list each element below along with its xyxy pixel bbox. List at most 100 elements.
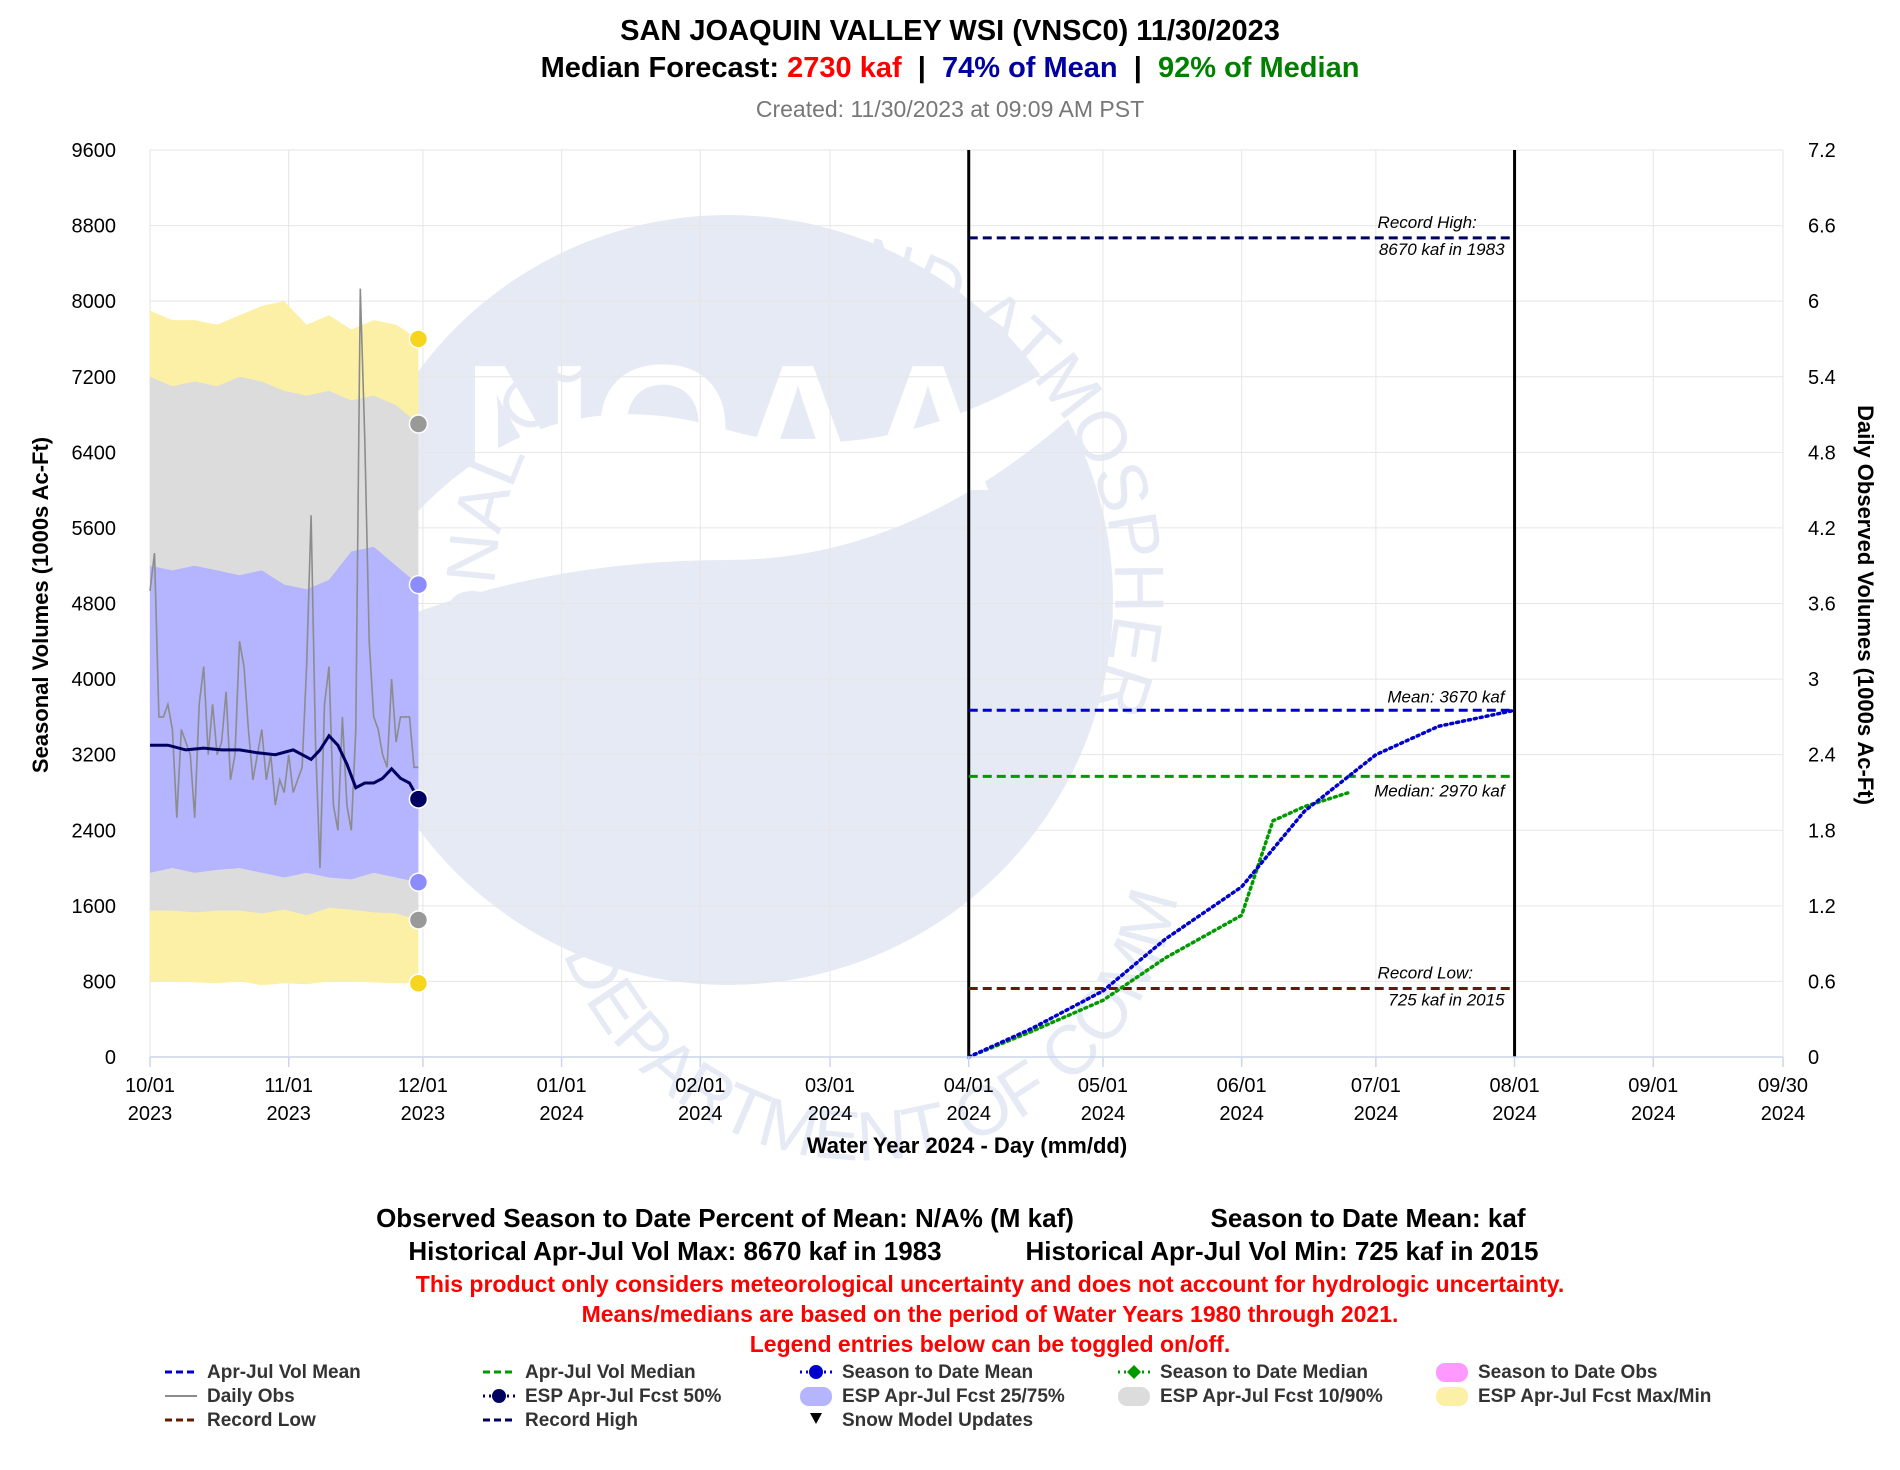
footer-note-uncertainty: This product only considers meteorologic… [416,1271,1564,1297]
legend-label: Season to Date Obs [1478,1362,1658,1383]
y-right-tick-label: 0 [1808,1047,1819,1069]
legend-item-season-to-date-mean[interactable]: Season to Date Mean [800,1362,1033,1383]
x-tick-label: 09/30 [1758,1075,1808,1097]
season-window [967,150,1517,1057]
daily-obs-line [149,288,419,869]
legend-label: Daily Obs [207,1386,295,1407]
legend-label: Record High [525,1410,638,1431]
x-tick-year: 2024 [946,1103,991,1125]
y-right-tick-label: 6.6 [1808,216,1836,238]
legend: Apr-Jul Vol Mean Apr-Jul Vol Median Season… [165,1362,1711,1431]
ref-label-mean: Mean: 3670 kaf [1387,687,1506,706]
y-right-tick-label: 6 [1808,291,1819,313]
y-right-tick-label: 4.8 [1808,442,1836,464]
legend-item-apr-jul-vol-median[interactable]: Apr-Jul Vol Median [483,1362,696,1383]
legend-label: ESP Apr-Jul Fcst 10/90% [1160,1386,1383,1407]
legend-item-record-high[interactable]: Record High [483,1410,638,1431]
footer-hist-max: Historical Apr-Jul Vol Max: 8670 kaf in … [408,1236,941,1266]
legend-label: Season to Date Mean [842,1362,1033,1383]
daily-obs-series [149,288,419,869]
y-right-tick-label: 0.6 [1808,971,1836,993]
legend-label: Record Low [207,1410,316,1431]
legend-item-esp-apr-jul-fcst-max-min[interactable]: ESP Apr-Jul Fcst Max/Min [1436,1386,1711,1407]
esp-fcst-50-line [150,733,420,800]
x-tick-year: 2023 [128,1103,173,1125]
x-tick-year: 2024 [1354,1103,1399,1125]
legend-item-esp-apr-jul-fcst-50[interactable]: ESP Apr-Jul Fcst 50% [483,1386,722,1407]
ref-label-median: Median: 2970 kaf [1374,781,1507,800]
y-left-tick-label: 2400 [72,820,117,842]
end-marker-90pct [408,414,429,434]
chart-title: SAN JOAQUIN VALLEY WSI (VNSC0) 11/30/202… [620,15,1280,47]
y-left-tick-label: 4000 [72,669,117,691]
x-tick-label: 08/01 [1490,1075,1540,1097]
footer-note-legend: Legend entries below can be toggled on/o… [750,1331,1230,1357]
x-tick-label: 03/01 [805,1075,855,1097]
x-tick-year: 2024 [1761,1103,1806,1125]
x-tick-label: 12/01 [398,1075,448,1097]
end-marker-75pct [408,574,429,595]
end-marker-min [408,973,429,994]
y-right-tick-label: 1.8 [1808,820,1836,842]
legend-item-esp-apr-jul-fcst-25-75[interactable]: ESP Apr-Jul Fcst 25/75% [800,1386,1065,1407]
footer-pct-of-mean: Observed Season to Date Percent of Mean:… [376,1203,1074,1233]
esp-bands [150,301,419,986]
ref-label-record-high: Record High: [1378,213,1477,232]
legend-item-season-to-date-median[interactable]: Season to Date Median [1118,1362,1368,1383]
ref-label-record-high-value: 8670 kaf in 1983 [1379,240,1505,259]
watermark-bird [350,330,1110,640]
legend-circle-icon [492,1389,506,1403]
legend-swatch-icon [800,1387,832,1406]
footer-hist-min: Historical Apr-Jul Vol Min: 725 kaf in 2… [1026,1236,1539,1266]
legend-item-apr-jul-vol-mean[interactable]: Apr-Jul Vol Mean [165,1362,361,1383]
legend-item-snow-model-updates[interactable]: Snow Model Updates [810,1410,1033,1431]
y-left-tick-label: 0 [105,1047,116,1069]
x-tick-label: 07/01 [1351,1075,1401,1097]
reference-lines: Record High: 8670 kaf in 1983 Mean: 3670 k… [968,213,1515,1010]
legend-item-daily-obs[interactable]: Daily Obs [165,1386,295,1407]
axes: 10/01 2023 11/01 2023 12/01 2023 01/01 2024 02/0… [72,140,1836,1125]
legend-label: Apr-Jul Vol Mean [207,1362,361,1383]
triangle-down-icon [810,1413,822,1424]
y-axis-right-title: Daily Observed Volumes (1000s Ac-Ft) [1853,405,1878,805]
y-right-tick-label: 2.4 [1808,745,1836,767]
separator: | [902,52,942,84]
legend-circle-icon [809,1365,823,1379]
y-right-tick-label: 7.2 [1808,140,1836,162]
legend-swatch-icon [1436,1387,1468,1406]
legend-item-season-to-date-obs[interactable]: Season to Date Obs [1436,1362,1658,1383]
y-left-tick-label: 8000 [72,291,117,313]
median-forecast-label: Median Forecast: [541,52,788,84]
x-tick-label: 11/01 [264,1075,313,1097]
pct-of-mean: 74% of Mean [942,52,1118,84]
y-left-tick-label: 5600 [72,518,117,540]
x-tick-label: 09/01 [1628,1075,1678,1097]
legend-label: ESP Apr-Jul Fcst Max/Min [1478,1386,1711,1407]
y-left-tick-label: 800 [83,971,116,993]
y-right-tick-label: 3.6 [1808,594,1836,616]
median-forecast-value: 2730 kaf [787,52,902,84]
legend-item-record-low[interactable]: Record Low [165,1410,316,1431]
footer-season-mean: Season to Date Mean: kaf [1211,1203,1526,1233]
ref-label-record-low: Record Low: [1378,964,1474,983]
x-tick-label: 05/01 [1078,1075,1128,1097]
end-marker-10pct [408,910,429,930]
legend-swatch-icon [1436,1363,1468,1382]
legend-swatch-icon [1118,1387,1150,1406]
legend-item-esp-apr-jul-fcst-10-90[interactable]: ESP Apr-Jul Fcst 10/90% [1118,1386,1383,1407]
x-tick-year: 2024 [1631,1103,1676,1125]
legend-label: Season to Date Median [1160,1362,1368,1383]
y-left-tick-label: 7200 [72,367,117,389]
legend-label: Apr-Jul Vol Median [525,1362,696,1383]
x-tick-year: 2024 [1219,1103,1264,1125]
end-markers [408,329,429,994]
end-marker-25pct [408,872,429,892]
y-axis-left-title: Seasonal Volumes (1000s Ac-Ft) [28,437,53,773]
chart-subtitle: Median Forecast: 2730 kaf | 74% of Mean … [541,52,1360,84]
y-right-tick-label: 5.4 [1808,367,1836,389]
x-axis-title: Water Year 2024 - Day (mm/dd) [807,1133,1127,1158]
watermark-circle [343,215,1113,985]
legend-label: ESP Apr-Jul Fcst 25/75% [842,1386,1065,1407]
end-marker-50pct [408,789,429,809]
